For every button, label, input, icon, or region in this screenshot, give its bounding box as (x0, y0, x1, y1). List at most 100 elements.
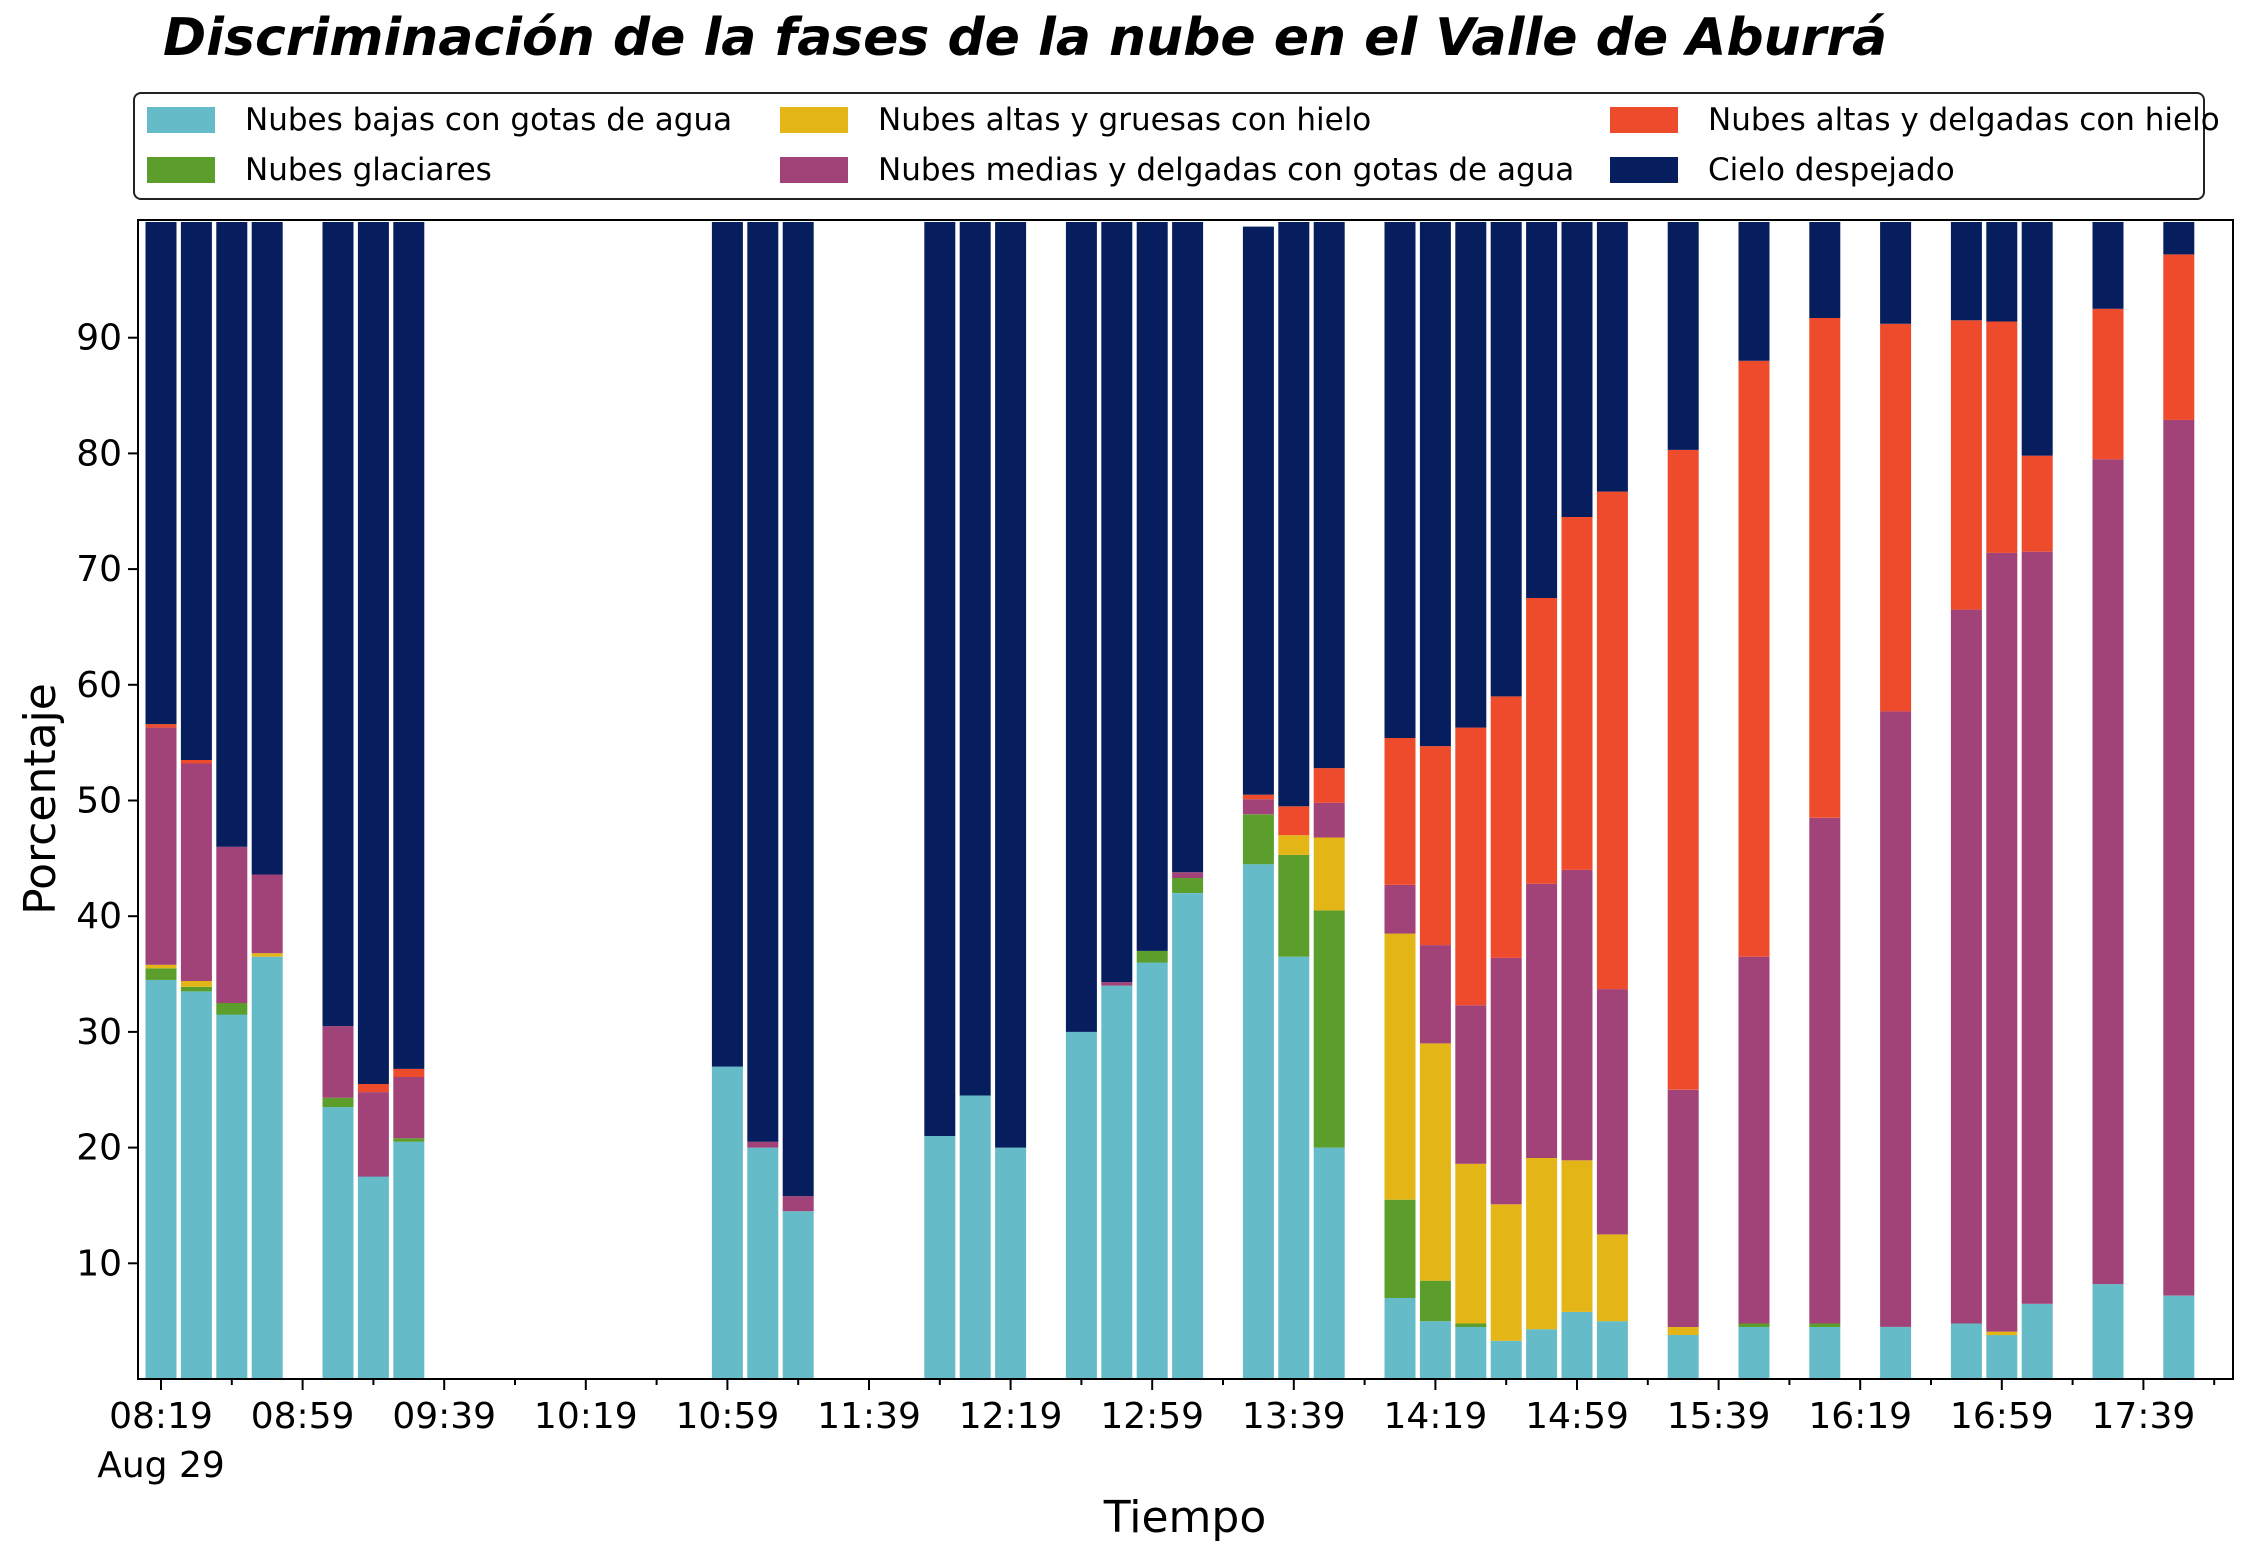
bar-segment-nubes-medias-y-delgadas-con-gotas-de-agua (322, 1026, 354, 1098)
bar-segment-cielo-despejado (2092, 222, 2124, 309)
bar-segment-nubes-altas-y-delgadas-con-hielo (2163, 254, 2195, 420)
y-tick-label: 20 (76, 1128, 122, 1169)
bar-segment-nubes-medias-y-delgadas-con-gotas-de-agua (145, 727, 177, 965)
legend-label-nubes-bajas: Nubes bajas con gotas de agua (245, 102, 733, 138)
y-axis-title: Porcentaje (15, 683, 66, 915)
bar-segment-nubes-medias-y-delgadas-con-gotas-de-agua (1490, 957, 1522, 1205)
x-tick-label: 11:39 (817, 1396, 921, 1437)
bar-segment-nubes-altas-y-delgadas-con-hielo (180, 760, 212, 764)
bar-segment-nubes-bajas-con-gotas-de-agua (1242, 864, 1274, 1379)
bar-segment-nubes-bajas-con-gotas-de-agua (322, 1107, 354, 1379)
bar-segment-cielo-despejado (1986, 222, 2018, 322)
bar-segment-nubes-altas-y-delgadas-con-hielo (1738, 360, 1770, 957)
bar-segment-nubes-altas-y-delgadas-con-hielo (1809, 318, 1841, 818)
x-tick-label: 13:39 (1242, 1396, 1346, 1437)
legend-label-nubes-altas-gruesas: Nubes altas y gruesas con hielo (878, 102, 1372, 138)
bar-segment-nubes-altas-y-delgadas-con-hielo (1561, 517, 1593, 870)
legend-item-nubes-glaciares: Nubes glaciares (147, 150, 492, 190)
bar-segment-nubes-medias-y-delgadas-con-gotas-de-agua (1667, 1089, 1699, 1327)
bar-segment-nubes-medias-y-delgadas-con-gotas-de-agua (1526, 883, 1558, 1158)
bar-segment-nubes-medias-y-delgadas-con-gotas-de-agua (393, 1077, 425, 1139)
bar-segment-nubes-glaciares (1419, 1280, 1451, 1322)
bar-segment-nubes-glaciares (1136, 950, 1168, 963)
bar-segment-nubes-medias-y-delgadas-con-gotas-de-agua (1738, 956, 1770, 1324)
bar-segment-cielo-despejado (1526, 222, 1558, 598)
bar-segment-nubes-altas-y-delgadas-con-hielo (2092, 308, 2124, 460)
bar-segment-nubes-bajas-con-gotas-de-agua (216, 1014, 248, 1379)
bar-segment-nubes-bajas-con-gotas-de-agua (357, 1176, 389, 1379)
bar-segment-nubes-glaciares (1384, 1199, 1416, 1298)
x-axis-title: Tiempo (1103, 1492, 1267, 1543)
bar-segment-nubes-glaciares (145, 968, 177, 980)
bar-segment-nubes-glaciares (216, 1003, 248, 1015)
bar-segment-nubes-bajas-con-gotas-de-agua (2021, 1303, 2053, 1379)
bar-segment-nubes-altas-y-gruesas-con-hielo (251, 953, 283, 957)
bar-segment-cielo-despejado (1809, 222, 1841, 318)
bar-segment-nubes-altas-y-gruesas-con-hielo (1986, 1331, 2018, 1336)
bar-segment-cielo-despejado (251, 222, 283, 875)
bar-segment-nubes-medias-y-delgadas-con-gotas-de-agua (1101, 982, 1133, 986)
bar-segment-nubes-medias-y-delgadas-con-gotas-de-agua (1950, 609, 1982, 1324)
bar-segment-nubes-medias-y-delgadas-con-gotas-de-agua (1419, 945, 1451, 1044)
bar-segment-nubes-altas-y-gruesas-con-hielo (1455, 1163, 1487, 1324)
bar-segment-nubes-altas-y-gruesas-con-hielo (145, 964, 177, 969)
legend-item-nubes-altas-delgadas: Nubes altas y delgadas con hielo (1610, 100, 2220, 140)
bar-segment-nubes-medias-y-delgadas-con-gotas-de-agua (216, 846, 248, 1003)
bar-segment-nubes-bajas-con-gotas-de-agua (1490, 1340, 1522, 1379)
bar-segment-nubes-altas-y-delgadas-con-hielo (1419, 746, 1451, 946)
bar-segment-nubes-bajas-con-gotas-de-agua (1667, 1335, 1699, 1379)
bar-segment-nubes-altas-y-gruesas-con-hielo (1419, 1043, 1451, 1281)
bar-segment-nubes-medias-y-delgadas-con-gotas-de-agua (357, 1092, 389, 1177)
y-tick-label: 90 (76, 318, 122, 359)
bar-segment-nubes-altas-y-delgadas-con-hielo (1313, 768, 1345, 803)
legend-swatch-nubes-glaciares (147, 157, 215, 183)
bar-segment-nubes-altas-y-delgadas-con-hielo (1986, 321, 2018, 553)
bar-segment-nubes-bajas-con-gotas-de-agua (251, 956, 283, 1379)
bar-segment-nubes-bajas-con-gotas-de-agua (1455, 1326, 1487, 1379)
bar-segment-nubes-bajas-con-gotas-de-agua (1880, 1326, 1912, 1379)
bar-segment-nubes-bajas-con-gotas-de-agua (1809, 1326, 1841, 1379)
x-tick-label: 14:59 (1525, 1396, 1629, 1437)
legend-swatch-nubes-medias (780, 157, 848, 183)
x-tick-label: 10:59 (676, 1396, 780, 1437)
bar-segment-nubes-bajas-con-gotas-de-agua (145, 979, 177, 1379)
legend-label-nubes-glaciares: Nubes glaciares (245, 152, 492, 188)
bar-segment-cielo-despejado (393, 222, 425, 1069)
bar-segment-cielo-despejado (747, 222, 779, 1142)
bar-segment-nubes-medias-y-delgadas-con-gotas-de-agua (1242, 799, 1274, 815)
bar-segment-nubes-bajas-con-gotas-de-agua (959, 1095, 991, 1379)
x-tick-label: 16:59 (1950, 1396, 2054, 1437)
bar-segment-nubes-bajas-con-gotas-de-agua (747, 1147, 779, 1379)
bar-segment-nubes-glaciares (1313, 910, 1345, 1148)
bar-segment-nubes-altas-y-gruesas-con-hielo (1526, 1158, 1558, 1330)
legend-swatch-cielo-despejado (1610, 157, 1678, 183)
y-tick-label: 60 (76, 665, 122, 706)
legend-item-nubes-medias: Nubes medias y delgadas con gotas de agu… (780, 150, 1574, 190)
bar-segment-cielo-despejado (145, 222, 177, 725)
bar-segment-nubes-bajas-con-gotas-de-agua (995, 1147, 1027, 1379)
bar-segment-cielo-despejado (322, 222, 354, 1027)
bar-segment-nubes-bajas-con-gotas-de-agua (782, 1211, 814, 1379)
bar-segment-nubes-bajas-con-gotas-de-agua (1596, 1321, 1628, 1379)
bar-segment-nubes-glaciares (1242, 814, 1274, 865)
bar-segment-cielo-despejado (1242, 226, 1274, 795)
bar-segment-cielo-despejado (180, 222, 212, 760)
bar-segment-cielo-despejado (1667, 222, 1699, 450)
bar-segment-nubes-bajas-con-gotas-de-agua (2092, 1284, 2124, 1379)
bar-segment-nubes-altas-y-gruesas-con-hielo (1313, 837, 1345, 911)
bar-segment-cielo-despejado (216, 222, 248, 847)
y-tick-label: 80 (76, 433, 122, 474)
bar-segment-nubes-bajas-con-gotas-de-agua (1136, 962, 1168, 1379)
y-tick-label: 30 (76, 1012, 122, 1053)
legend-swatch-nubes-bajas (147, 107, 215, 133)
bar-segment-cielo-despejado (1101, 222, 1133, 983)
bar-segment-nubes-bajas-con-gotas-de-agua (924, 1136, 956, 1379)
bar-segment-cielo-despejado (1384, 222, 1416, 738)
x-tick-label: 08:59 (251, 1396, 355, 1437)
x-tick-label: 16:19 (1808, 1396, 1912, 1437)
bar-segment-nubes-glaciares (1455, 1323, 1487, 1327)
bar-segment-nubes-medias-y-delgadas-con-gotas-de-agua (1809, 817, 1841, 1324)
bar-segment-nubes-medias-y-delgadas-con-gotas-de-agua (1561, 869, 1593, 1161)
bar-segment-cielo-despejado (1313, 222, 1345, 769)
legend: Nubes bajas con gotas de agua Nubes glac… (133, 92, 2220, 200)
